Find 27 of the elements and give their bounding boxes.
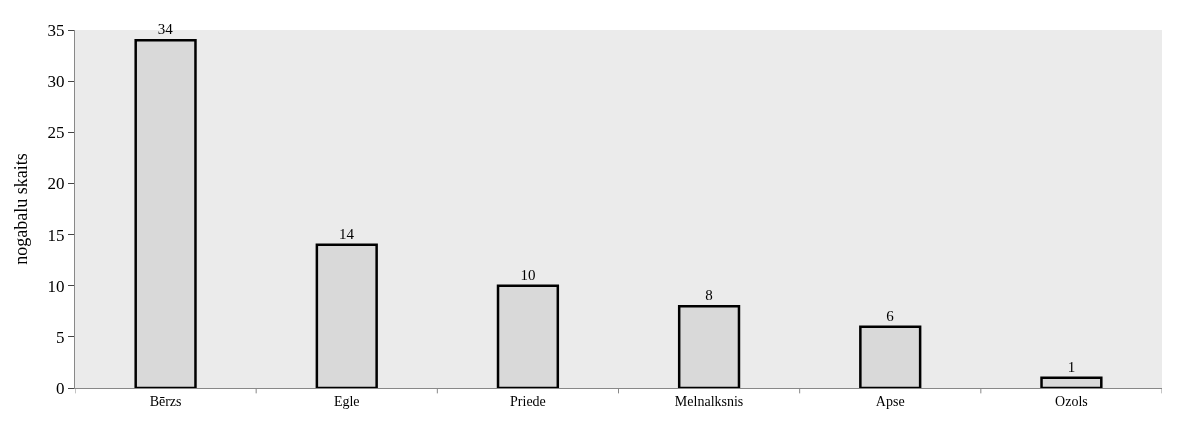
- bar: [1040, 376, 1103, 388]
- x-tick-label: Priede: [510, 393, 546, 409]
- data-label: 6: [886, 307, 895, 324]
- bar: [677, 304, 741, 388]
- data-label: 34: [157, 21, 174, 38]
- x-tick-label: Ozols: [1055, 393, 1088, 409]
- x-tick-label: Melnalksnis: [674, 393, 744, 409]
- y-tick-label: 5: [56, 327, 65, 347]
- x-tick-label: Apse: [875, 393, 905, 409]
- y-tick-label: 35: [47, 20, 65, 40]
- bar: [315, 243, 378, 388]
- y-tick-label: 0: [56, 378, 65, 398]
- y-tick-label: 20: [47, 174, 65, 194]
- x-tick-label: Bērzs: [149, 393, 182, 409]
- data-label: 14: [339, 225, 355, 242]
- bar: [496, 284, 560, 388]
- data-label: 8: [705, 287, 713, 304]
- y-tick-label: 10: [47, 276, 65, 296]
- y-tick-label: 15: [47, 225, 65, 245]
- y-axis-title: nogabalu skaits: [10, 153, 31, 265]
- y-tick-label: 30: [47, 72, 65, 92]
- x-tick-label: Egle: [333, 393, 360, 409]
- bar: [134, 38, 197, 388]
- bar: [859, 325, 922, 388]
- data-label: 10: [520, 266, 536, 283]
- data-label: 1: [1067, 358, 1076, 375]
- y-tick-label: 25: [47, 123, 65, 143]
